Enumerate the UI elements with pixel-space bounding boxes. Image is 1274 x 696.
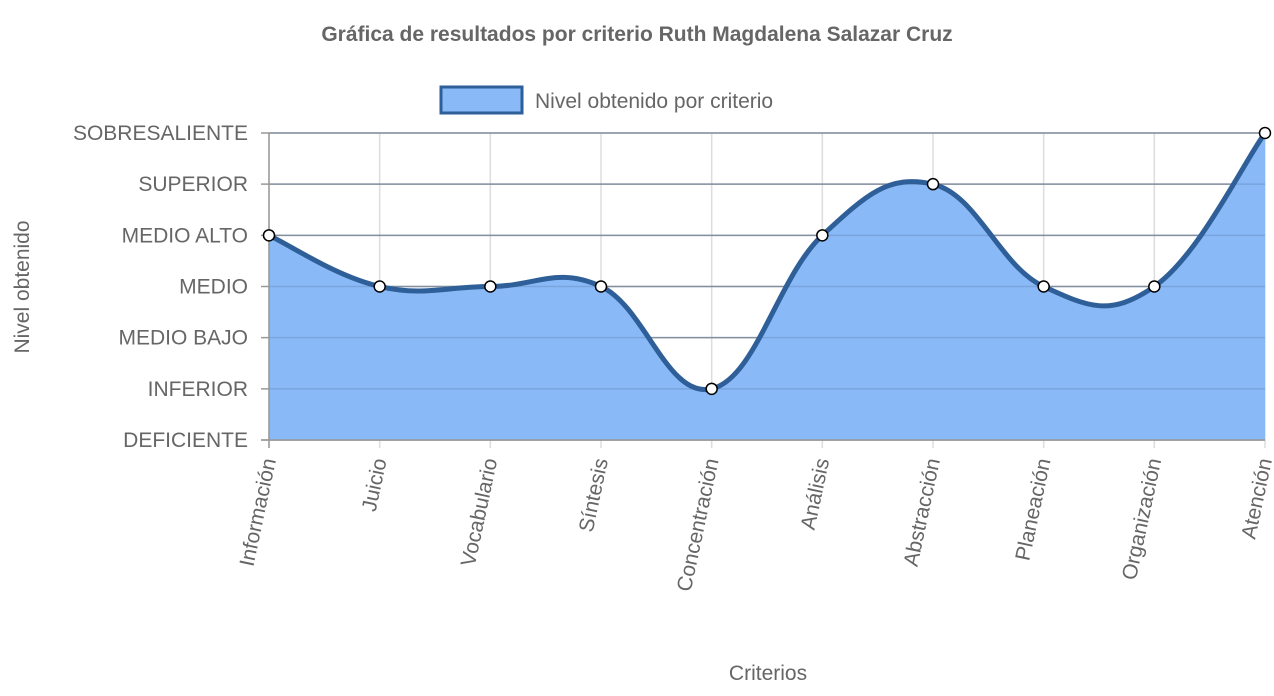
x-tick-label: Organización: [1118, 456, 1166, 582]
y-tick-labels: DEFICIENTE INFERIOR MEDIO BAJO MEDIO MEDIO A…: [73, 122, 248, 452]
data-point[interactable]: [1037, 280, 1050, 293]
x-tick-label: Información: [236, 456, 281, 568]
y-tick-label: INFERIOR: [148, 378, 248, 401]
y-tick-label: MEDIO: [179, 276, 248, 299]
data-point[interactable]: [594, 280, 608, 293]
x-axis-title: Criterios: [729, 662, 807, 685]
x-tick-labels: Información Juicio Vocabulario Síntesis Conc…: [236, 456, 1274, 593]
x-tick-label: Vocabulario: [457, 456, 502, 568]
series-line: [267, 131, 1268, 393]
x-tick-label: Juicio: [358, 456, 392, 513]
y-tick-label: DEFICIENTE: [123, 429, 248, 452]
y-tick-label: MEDIO BAJO: [118, 327, 248, 350]
data-points: [262, 126, 1272, 396]
data-point[interactable]: [816, 229, 829, 242]
data-point[interactable]: [484, 280, 497, 293]
chart-title: Gráfica de resultados por criterio Ruth …: [321, 23, 952, 46]
data-point[interactable]: [1258, 126, 1272, 140]
legend[interactable]: Nivel obtenido por criterio: [439, 85, 773, 115]
data-point[interactable]: [262, 229, 276, 242]
axes: [261, 133, 1265, 448]
x-tick-label: Análisis: [797, 456, 835, 532]
data-point[interactable]: [373, 280, 386, 293]
data-point[interactable]: [1148, 280, 1161, 293]
y-tick-label: MEDIO ALTO: [122, 224, 248, 247]
y-axis-title: Nivel obtenido: [11, 220, 34, 353]
x-tick-label: Abstracción: [900, 456, 945, 568]
legend-label: Nivel obtenido por criterio: [535, 90, 773, 113]
data-point[interactable]: [705, 382, 718, 396]
series-area-layer: [267, 131, 1268, 441]
series-area-fill: [269, 133, 1265, 440]
data-point[interactable]: [926, 177, 940, 191]
x-tick-label: Concentración: [673, 456, 724, 593]
y-tick-label: SOBRESALIENTE: [73, 122, 248, 145]
x-tick-label: Atención: [1237, 456, 1274, 541]
y-tick-label: SUPERIOR: [138, 173, 248, 196]
x-tick-label: Planeación: [1011, 456, 1055, 562]
legend-swatch: [439, 85, 524, 115]
x-tick-label: Síntesis: [575, 456, 613, 534]
